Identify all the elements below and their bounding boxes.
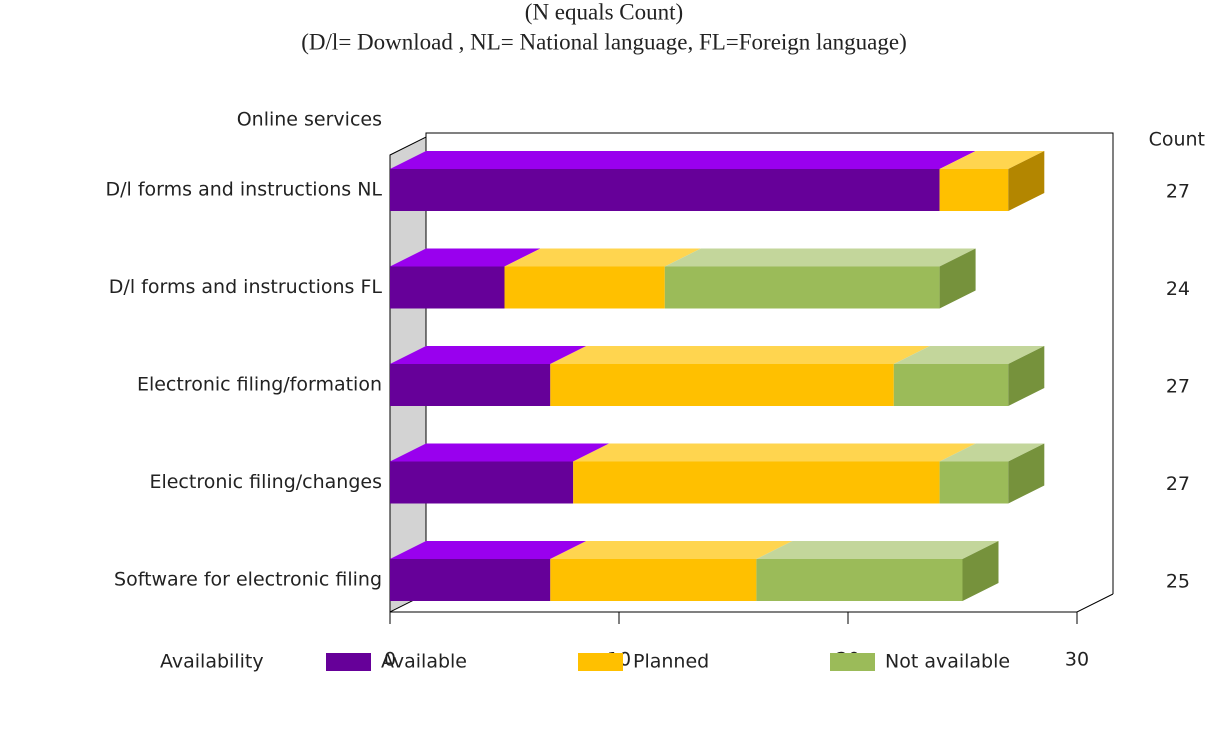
count-label: 27 — [1166, 376, 1190, 398]
bar-top — [390, 151, 976, 169]
x-tick-label: 0 — [384, 649, 396, 671]
chart-subtitle: (D/l= Download , NL= National language, … — [301, 29, 906, 54]
bar — [390, 266, 505, 309]
legend-swatch — [830, 653, 875, 671]
bar — [939, 461, 1009, 504]
bar-side — [1008, 151, 1045, 211]
category-label: Software for electronic filing — [114, 569, 382, 591]
legend-swatch — [578, 653, 623, 671]
count-label: 24 — [1166, 278, 1190, 300]
category-label: Electronic filing/changes — [149, 471, 382, 493]
bar-top — [390, 541, 587, 559]
legend-label: Planned — [633, 651, 709, 673]
back-frame — [425, 132, 1114, 594]
legend-label: Not available — [885, 651, 1010, 673]
legend-title: Availability — [160, 651, 264, 673]
legend-swatch — [326, 653, 371, 671]
bar-side — [939, 248, 976, 309]
bar-top — [664, 248, 976, 267]
legend-label: Available — [381, 651, 467, 673]
bar — [390, 461, 574, 504]
bar-top — [756, 541, 999, 559]
bar-side — [1008, 443, 1045, 504]
chart-title: (N equals Count) — [525, 0, 683, 24]
bar-top — [390, 248, 541, 267]
bar — [550, 364, 894, 406]
bar-top — [893, 346, 1045, 364]
bar — [573, 461, 940, 504]
bar-top — [550, 346, 930, 364]
bar-top — [573, 443, 976, 462]
count-header: Count — [1149, 129, 1205, 151]
bar — [390, 364, 551, 406]
bar — [550, 559, 757, 601]
bar-top — [939, 443, 1045, 462]
bar-side — [1008, 346, 1045, 406]
bar — [504, 266, 665, 309]
bar — [664, 266, 940, 309]
count-label: 27 — [1166, 181, 1190, 203]
bar — [756, 559, 963, 601]
count-label: 27 — [1166, 473, 1190, 495]
bar-top — [504, 248, 701, 267]
bar-side — [962, 541, 999, 601]
bar — [390, 559, 551, 601]
count-label: 25 — [1166, 571, 1190, 593]
bar-top — [390, 443, 610, 462]
bar — [893, 364, 1009, 406]
y-axis-label: Online services — [237, 109, 382, 131]
bar-top — [390, 346, 587, 364]
category-label: D/l forms and instructions NL — [106, 179, 383, 201]
bar — [390, 169, 940, 211]
bar-top — [550, 541, 793, 559]
x-tick-label: 30 — [1065, 649, 1089, 671]
category-label: D/l forms and instructions FL — [109, 276, 383, 298]
bar — [939, 169, 1009, 211]
bar-top — [939, 151, 1045, 169]
category-label: Electronic filing/formation — [137, 374, 382, 396]
